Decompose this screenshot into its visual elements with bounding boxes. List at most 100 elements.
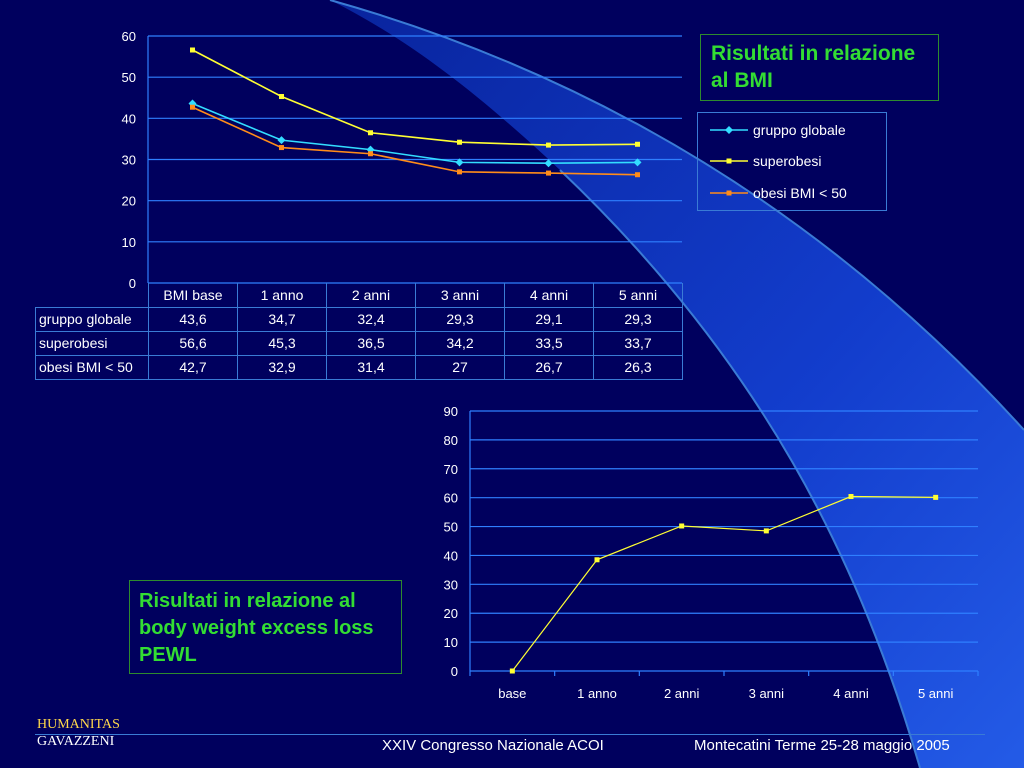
y-tick-label: 20 [122, 194, 136, 209]
footer-divider [35, 734, 985, 735]
footer-brand: HUMANITAS GAVAZZENI [37, 716, 120, 750]
bmi-results-title: Risultati in relazione al BMI [700, 34, 939, 101]
data-point [546, 170, 551, 176]
data-point [635, 141, 640, 147]
data-point [455, 158, 464, 167]
row-label: obesi BMI < 50 [35, 354, 149, 380]
x-tick-label: 4 anni [833, 686, 869, 701]
table-cell: 27 [415, 354, 505, 380]
table-cell: 26,3 [593, 354, 683, 380]
data-point [544, 159, 553, 168]
table-cell: 29,3 [593, 306, 683, 332]
decorative-swoosh-inner [559, 169, 921, 768]
table-col-header: 1 anno [237, 283, 327, 308]
table-cell: 26,7 [504, 354, 594, 380]
series-line-gruppo-globale [192, 102, 638, 165]
chart-legend: gruppo globale superobesi obesi BMI < 50 [697, 112, 887, 211]
legend-item-obesi: obesi BMI < 50 [710, 184, 847, 202]
x-tick-label: base [498, 686, 526, 701]
footer-congress-name: XXIV Congresso Nazionale ACOI [382, 737, 604, 754]
y-tick-label: 50 [444, 520, 458, 535]
row-label: gruppo globale [35, 306, 149, 332]
footer-brand-line2: GAVAZZENI [37, 734, 115, 749]
data-point [633, 158, 642, 167]
table-cell: 43,6 [148, 306, 238, 332]
table-cell: 32,9 [237, 354, 327, 380]
y-tick-label: 30 [444, 577, 458, 592]
table-cell: 32,4 [326, 306, 416, 332]
series-line-superobesi [192, 49, 638, 146]
table-corner [36, 283, 149, 307]
y-tick-label: 10 [444, 635, 458, 650]
data-point [190, 47, 195, 53]
pewl-line-chart: 0 10 20 30 40 50 60 70 80 90 base 1 anno 2 anni 3 an… [444, 404, 979, 701]
x-tick-label: 2 anni [664, 686, 700, 701]
x-tick-label: 3 anni [749, 686, 785, 701]
pewl-results-title: Risultati in relazione al body weight ex… [129, 580, 402, 674]
y-tick-label: 40 [444, 548, 458, 563]
footer-brand-line1: HUMANITAS [37, 717, 120, 732]
data-point [635, 172, 640, 178]
legend-line-square-icon [710, 190, 748, 196]
table-cell: 45,3 [237, 330, 327, 356]
table-cell: 42,7 [148, 354, 238, 380]
data-point [190, 104, 195, 110]
data-point [279, 94, 284, 100]
table-cell: 31,4 [326, 354, 416, 380]
y-tick-label: 40 [122, 111, 136, 126]
data-point [368, 151, 373, 157]
table-cell: 34,7 [237, 306, 327, 332]
table-row: gruppo globale 43,6 34,7 32,4 29,3 29,1 … [35, 306, 683, 332]
y-tick-label: 60 [122, 29, 136, 44]
table-col-header: 2 anni [326, 283, 416, 308]
data-point [546, 142, 551, 148]
footer-location-date: Montecatini Terme 25-28 maggio 2005 [694, 737, 950, 754]
table-cell: 36,5 [326, 330, 416, 356]
series-line [511, 495, 936, 672]
y-tick-label: 10 [122, 235, 136, 250]
data-point [368, 130, 373, 136]
legend-item-gruppo-globale: gruppo globale [710, 121, 846, 139]
table-col-header: 3 anni [415, 283, 505, 308]
x-tick-label: 1 anno [577, 686, 617, 701]
table-cell: 33,7 [593, 330, 683, 356]
table-row: obesi BMI < 50 42,7 32,9 31,4 27 26,7 26… [35, 354, 683, 380]
decorative-swoosh-line [329, 0, 1024, 431]
y-tick-label: 30 [122, 153, 136, 168]
data-point [277, 136, 286, 145]
y-tick-label: 50 [122, 70, 136, 85]
table-col-header: 5 anni [593, 283, 683, 308]
table-cell: 56,6 [148, 330, 238, 356]
data-point [509, 668, 515, 674]
y-tick-label: 0 [129, 276, 136, 291]
bmi-line-chart: 0 10 20 30 40 50 60 [122, 29, 682, 291]
legend-label: obesi BMI < 50 [753, 185, 847, 201]
data-point [279, 145, 284, 151]
data-point [848, 494, 854, 500]
series-line-obesi-bmi- [192, 106, 638, 176]
y-tick-label: 60 [444, 491, 458, 506]
bmi-data-table: BMI base 1 anno 2 anni 3 anni 4 anni 5 a… [35, 283, 683, 380]
data-point [933, 494, 939, 500]
row-label: superobesi [35, 330, 149, 356]
legend-line-diamond-icon [710, 126, 748, 134]
table-header-row: BMI base 1 anno 2 anni 3 anni 4 anni 5 a… [36, 283, 683, 308]
table-cell: 29,3 [415, 306, 505, 332]
data-point [763, 528, 769, 534]
y-tick-label: 80 [444, 433, 458, 448]
legend-item-superobesi: superobesi [710, 152, 822, 170]
x-tick-label: 5 anni [918, 686, 954, 701]
table-row: superobesi 56,6 45,3 36,5 34,2 33,5 33,7 [35, 330, 683, 356]
y-tick-label: 0 [451, 664, 458, 679]
table-cell: 34,2 [415, 330, 505, 356]
table-col-header: BMI base [148, 283, 238, 308]
y-tick-label: 20 [444, 606, 458, 621]
table-cell: 33,5 [504, 330, 594, 356]
data-point [679, 523, 685, 529]
data-point [457, 169, 462, 175]
table-col-header: 4 anni [504, 283, 594, 308]
y-tick-label: 90 [444, 404, 458, 419]
data-point [457, 139, 462, 145]
table-cell: 29,1 [504, 306, 594, 332]
